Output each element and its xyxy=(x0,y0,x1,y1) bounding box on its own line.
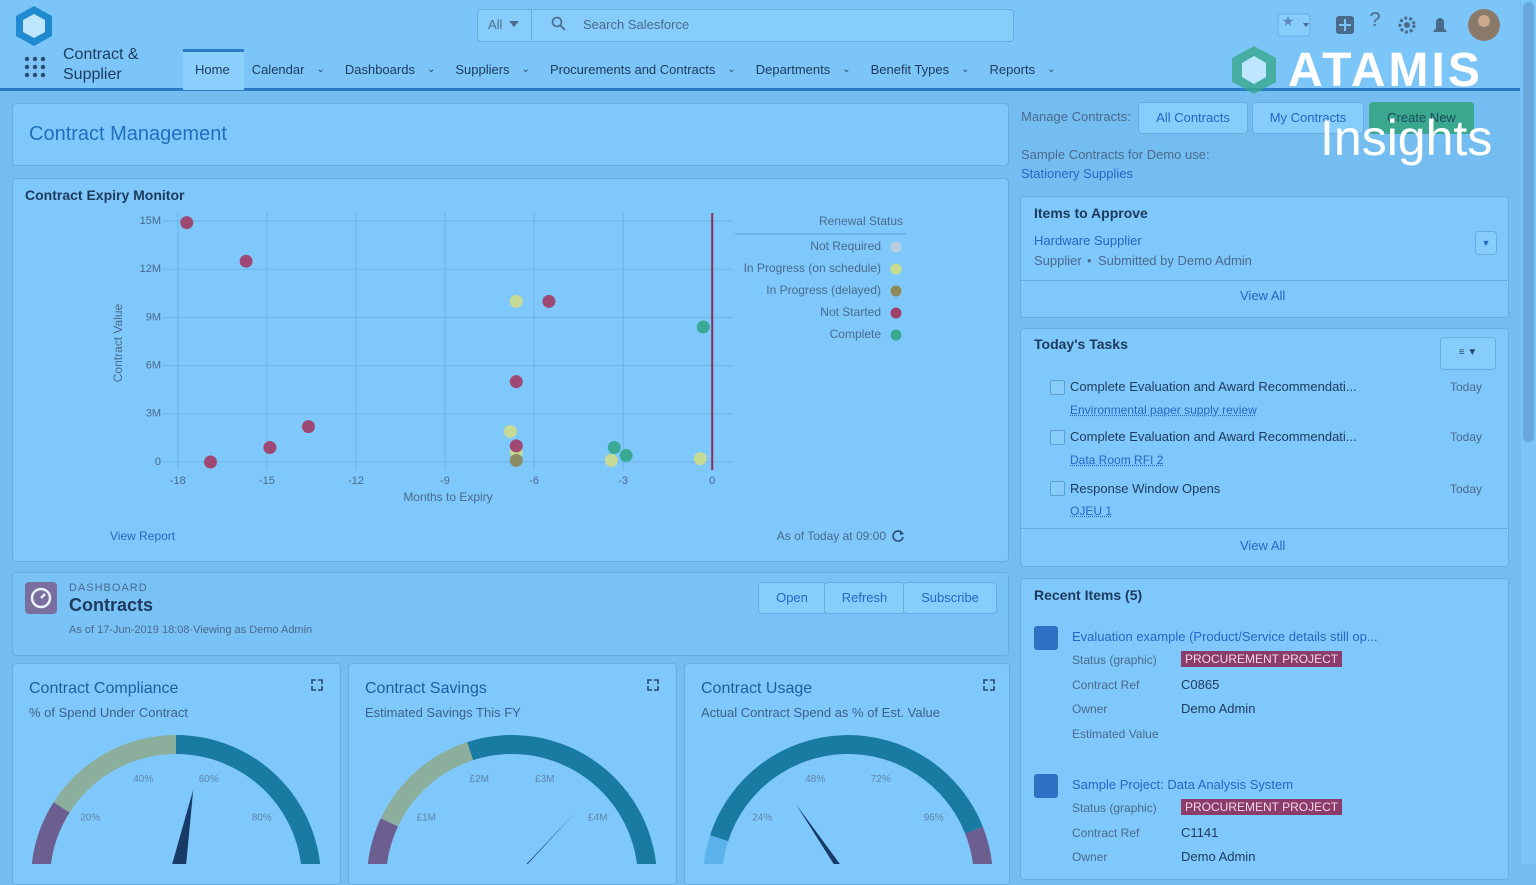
gauge-tick-label: £3M xyxy=(535,774,554,785)
scatter-point xyxy=(605,454,618,467)
gauge-band xyxy=(367,818,398,864)
legend-label: In Progress (on schedule) xyxy=(744,261,881,275)
scatter-point xyxy=(510,295,523,308)
gauge-needle xyxy=(167,790,193,864)
scatter-point xyxy=(510,375,523,388)
gauge-tick-label: £2M xyxy=(470,774,489,785)
scatter-point xyxy=(504,425,517,438)
legend-swatch xyxy=(891,286,902,297)
legend-swatch xyxy=(891,264,902,275)
scatter-point xyxy=(510,454,523,467)
x-tick-label: -6 xyxy=(529,475,539,487)
y-tick-label: 6M xyxy=(146,360,161,372)
legend-label: Not Started xyxy=(820,305,881,319)
expand-icon[interactable] xyxy=(312,680,322,690)
y-tick-label: 12M xyxy=(140,263,161,275)
scatter-point xyxy=(510,439,523,452)
expand-icon[interactable] xyxy=(648,680,658,690)
gauge-band xyxy=(710,735,983,841)
legend-label: Not Required xyxy=(810,239,881,253)
y-tick-label: 0 xyxy=(155,456,161,468)
legend-swatch xyxy=(891,242,902,253)
gauge-tick-label: 20% xyxy=(80,812,100,823)
y-axis-label: Contract Value xyxy=(111,303,125,382)
gauge-needle xyxy=(505,813,575,864)
x-tick-label: -12 xyxy=(348,475,364,487)
legend-swatch xyxy=(891,308,902,319)
gauge-tick-label: £1M xyxy=(417,812,436,823)
gauge-band xyxy=(176,735,321,864)
gauge-tick-label: 72% xyxy=(871,774,891,785)
page: Contract & Supplier All Search Salesforc… xyxy=(0,0,1536,864)
legend-title: Renewal Status xyxy=(819,214,903,228)
scatter-point xyxy=(542,295,555,308)
scatter-point xyxy=(302,420,315,433)
scatter-point xyxy=(180,216,193,229)
gauge-tick-label: 96% xyxy=(924,812,944,823)
legend-label: In Progress (delayed) xyxy=(766,283,881,297)
scatter-point xyxy=(608,441,621,454)
x-tick-label: -3 xyxy=(618,475,628,487)
gauge-tick-label: 40% xyxy=(133,774,153,785)
gauge-band xyxy=(31,802,70,864)
gauge-tick-label: 60% xyxy=(199,774,219,785)
gauge-band xyxy=(467,735,657,864)
x-tick-label: -18 xyxy=(170,475,186,487)
gauge-tick-label: 24% xyxy=(752,812,772,823)
legend-swatch xyxy=(891,330,902,341)
x-tick-label: 0 xyxy=(709,475,715,487)
expand-icon[interactable] xyxy=(984,680,994,690)
x-axis-label: Months to Expiry xyxy=(403,490,492,504)
gauge-tick-label: 48% xyxy=(805,774,825,785)
scatter-point xyxy=(263,441,276,454)
legend-label: Complete xyxy=(830,327,882,341)
scatter-point xyxy=(694,452,707,465)
gauge-tick-label: 80% xyxy=(252,812,272,823)
scatter-point xyxy=(620,449,633,462)
y-tick-label: 3M xyxy=(146,408,161,420)
x-tick-label: -15 xyxy=(259,475,275,487)
gauge-band xyxy=(965,827,993,864)
scatter-point xyxy=(204,455,217,468)
scatter-point xyxy=(697,321,710,334)
x-tick-label: -9 xyxy=(440,475,450,487)
y-tick-label: 9M xyxy=(146,311,161,323)
gauge-tick-label: £4M xyxy=(588,812,607,823)
gauge-needle xyxy=(796,804,856,864)
gauge-band xyxy=(54,735,176,812)
scatter-point xyxy=(240,255,253,268)
chart-layer: 0 3M 6M 9M 12M 15M -18 -15 -12 -9 -6 -3 0 Months to E… xyxy=(0,0,1536,864)
y-tick-label: 15M xyxy=(140,215,161,227)
